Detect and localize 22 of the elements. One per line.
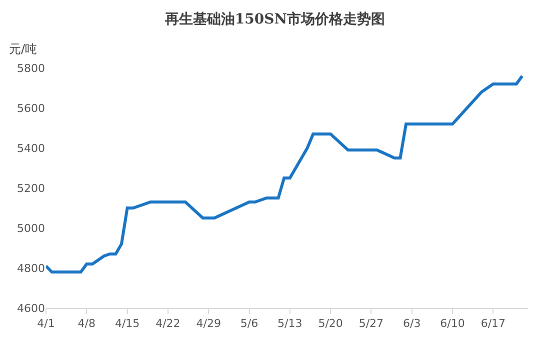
chart-title: 再生基础油150SN市场价格走势图 bbox=[164, 10, 386, 28]
y-tick-label: 4600 bbox=[17, 302, 45, 315]
x-tick-label: 4/22 bbox=[156, 317, 180, 330]
y-axis-title: 元/吨 bbox=[9, 42, 38, 56]
y-tick-label: 5200 bbox=[17, 182, 45, 195]
x-tick-label: 4/29 bbox=[196, 317, 221, 330]
x-tick-label: 5/27 bbox=[358, 317, 384, 330]
y-tick-label: 5400 bbox=[17, 142, 45, 155]
x-tick-label: 5/13 bbox=[278, 317, 302, 330]
x-tick-label: 4/8 bbox=[78, 317, 96, 330]
x-tick-label: 4/1 bbox=[37, 317, 55, 330]
x-tick-label: 6/10 bbox=[440, 317, 465, 330]
y-tick-label: 4800 bbox=[17, 262, 45, 275]
x-tick-label: 6/17 bbox=[480, 317, 506, 330]
y-tick-label: 5600 bbox=[17, 102, 45, 115]
x-tick-label: 6/3 bbox=[403, 317, 421, 330]
x-tick-label: 5/20 bbox=[318, 317, 343, 330]
y-tick-label: 5800 bbox=[17, 62, 45, 75]
y-tick-label: 5000 bbox=[17, 222, 45, 235]
x-tick-label: 4/15 bbox=[114, 317, 140, 330]
x-tick-label: 5/6 bbox=[240, 317, 258, 330]
line-series bbox=[46, 74, 524, 274]
